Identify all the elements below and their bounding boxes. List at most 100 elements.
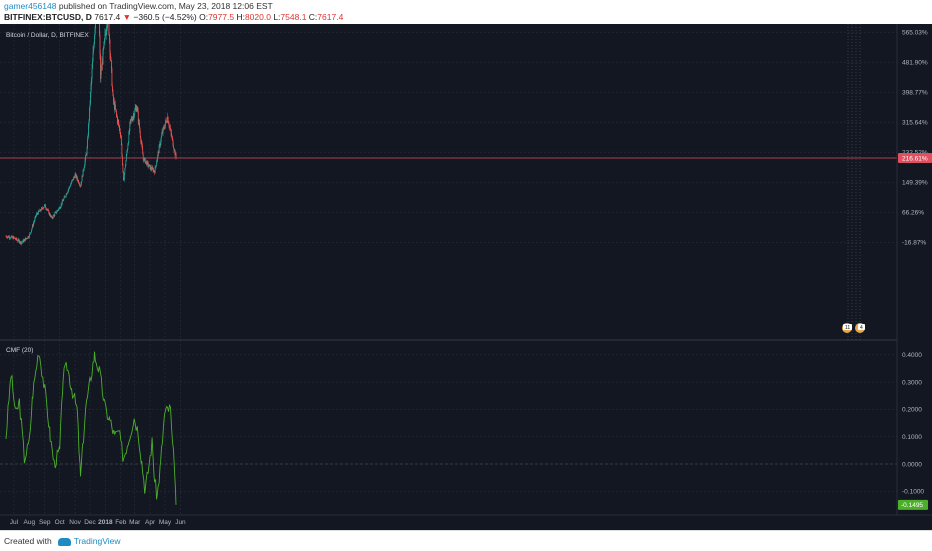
candle-body [120,135,122,137]
candle-body [46,209,48,211]
candle-body [21,242,23,243]
candle-body [133,114,135,118]
candle-body [161,134,163,138]
candle-body [162,127,164,133]
author-link[interactable]: gamer456148 [4,1,57,11]
marker-count-right: 4 [860,325,863,331]
symbol-label[interactable]: BITFINEX:BTCUSD, D [4,12,92,22]
time-tick-label: Nov [69,519,81,526]
candle-body [135,107,137,112]
candle-body [112,85,113,90]
tradingview-link[interactable]: TradingView [73,536,121,546]
candle-body [51,216,53,218]
price-tick-label: 398.77% [902,90,928,97]
candle-body [69,186,71,187]
candle-body [172,137,173,140]
last-price: 7617.4 [94,12,121,22]
candle-body [119,126,120,128]
candle-body [36,214,37,217]
candle-body [152,168,154,172]
chart-area[interactable]: Bitcoin / Dollar, D, BITFINEX CMF (20) 7… [0,24,932,530]
candle-body [60,206,62,208]
cmf-tick-label: 0.3000 [902,379,922,386]
candle-body [25,238,27,239]
candle-body [12,236,13,238]
candle-body [29,234,30,238]
candle-body [16,237,17,240]
candle-body [127,142,129,146]
candle-body [31,228,33,231]
candle-body [90,92,91,105]
time-tick-label: Feb [115,519,127,526]
candle-body [157,155,159,160]
candle-body [28,236,29,238]
candle-body [18,239,19,242]
candle-body [159,143,161,146]
candle-body [106,30,107,35]
low-label: L: [273,12,281,22]
candle-body [62,200,64,202]
candle-body [114,101,115,110]
candle-body [71,181,73,184]
candle-body [68,187,70,189]
candle-body [154,171,156,174]
candle-body [104,38,105,42]
candle-body [81,181,83,184]
candle-body [58,207,60,209]
candle-body [31,230,32,233]
candle-body [118,122,120,127]
candle-body [26,238,28,239]
candle-body [75,174,77,175]
candle-body [171,136,173,138]
candle-body [35,216,37,217]
time-tick-label: Oct [55,519,65,526]
candle-body [40,210,42,212]
candle-body [33,222,35,224]
candle-body [122,163,124,171]
candle-body [30,232,31,234]
time-tick-label: Apr [145,519,156,526]
candle-body [37,210,39,215]
candle-body [62,200,64,202]
chart-canvas[interactable]: Bitcoin / Dollar, D, BITFINEX CMF (20) 7… [0,24,932,530]
candle-body [15,238,16,240]
candle-body [170,128,171,130]
symbol-line: BITFINEX:BTCUSD, D 7617.4 ▼ −360.5 (−4.5… [4,12,343,22]
candle-body [18,239,20,241]
candle-body [103,47,104,51]
time-tick-label: 2018 [98,519,113,526]
cmf-tick-label: 0.0000 [902,461,922,468]
candle-body [41,207,43,209]
candle-body [111,68,113,86]
open-value: 7977.5 [208,12,235,22]
open-label: O: [199,12,209,22]
candle-body [146,161,148,166]
candle-body [14,237,15,239]
candle-body [101,62,103,70]
candle-body [143,158,145,162]
candle-body [57,209,59,211]
candle-body [134,109,136,115]
candle-body [116,110,117,115]
candle-body [170,129,172,133]
candle-body [136,108,138,109]
candle-body [121,155,123,164]
candle-body [105,34,106,35]
candle-body [83,169,85,171]
candle-body [77,180,79,182]
candle-body [71,180,73,182]
price-grid [0,24,897,515]
candle-body [149,164,151,166]
candle-body [132,117,134,121]
candle-body [156,162,158,166]
candle-body [172,139,174,147]
candle-body [84,165,86,168]
candle-body [51,216,53,218]
candle-body [35,216,36,219]
candle-body [78,180,80,184]
candle-body [139,126,141,131]
high-value: 8020.0 [244,12,271,22]
price-change: −360.5 (−4.52%) [133,12,197,22]
candle-body [84,160,86,166]
candle-body [137,111,139,122]
